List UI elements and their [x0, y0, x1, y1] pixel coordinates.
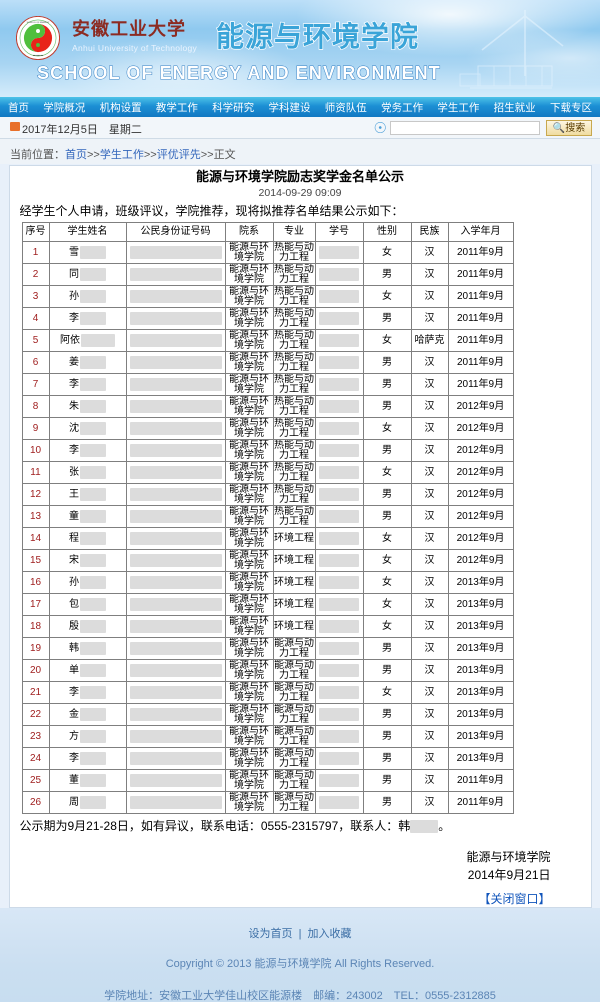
- svg-text:SCHOOL OF ENERGY: SCHOOL OF ENERGY: [27, 22, 50, 24]
